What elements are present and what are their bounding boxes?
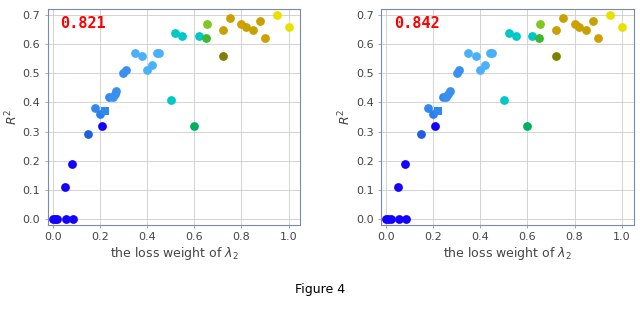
Point	[433, 109, 443, 114]
Point	[225, 16, 235, 21]
Point	[570, 22, 580, 27]
Point	[201, 36, 211, 41]
Point	[284, 24, 294, 29]
Point	[52, 216, 63, 221]
X-axis label: the loss weight of $\lambda_2$: the loss weight of $\lambda_2$	[443, 245, 572, 262]
Point	[401, 216, 411, 221]
Point	[487, 51, 497, 56]
Y-axis label: $R^2$: $R^2$	[337, 109, 353, 125]
Point	[194, 33, 204, 38]
Point	[111, 88, 122, 93]
Point	[470, 53, 481, 58]
Point	[97, 123, 108, 128]
Point	[152, 51, 162, 56]
Point	[522, 123, 532, 128]
Point	[241, 24, 252, 29]
Point	[61, 216, 71, 221]
Point	[95, 112, 105, 117]
Point	[527, 33, 538, 38]
Point	[617, 24, 627, 29]
Point	[189, 123, 200, 128]
Point	[463, 51, 474, 56]
Point	[202, 22, 212, 27]
Point	[454, 68, 464, 73]
Point	[588, 18, 598, 23]
Point	[170, 30, 180, 35]
Point	[581, 27, 591, 32]
Point	[444, 91, 454, 96]
Point	[166, 97, 176, 102]
X-axis label: the loss weight of $\lambda_2$: the loss weight of $\lambda_2$	[110, 245, 239, 262]
Point	[236, 22, 246, 27]
Point	[392, 184, 403, 189]
Point	[444, 88, 454, 93]
Point	[394, 216, 404, 221]
Point	[475, 68, 485, 73]
Point	[50, 216, 60, 221]
Text: Figure 4: Figure 4	[295, 283, 345, 296]
Point	[121, 68, 131, 73]
Point	[605, 13, 615, 18]
Point	[499, 97, 509, 102]
Point	[118, 71, 129, 76]
Point	[137, 53, 147, 58]
Point	[177, 33, 188, 38]
Point	[147, 62, 157, 67]
Point	[110, 91, 120, 96]
Point	[83, 132, 93, 137]
Point	[574, 24, 584, 29]
Point	[47, 216, 58, 221]
Point	[381, 216, 391, 221]
Point	[383, 216, 394, 221]
Point	[550, 53, 561, 58]
Point	[441, 94, 451, 99]
Point	[108, 94, 118, 99]
Point	[90, 106, 100, 111]
Point	[423, 106, 433, 111]
Point	[99, 109, 109, 114]
Point	[272, 13, 282, 18]
Point	[68, 216, 78, 221]
Point	[218, 53, 228, 58]
Point	[428, 112, 438, 117]
Point	[142, 68, 152, 73]
Point	[593, 36, 604, 41]
Point	[60, 184, 70, 189]
Text: 0.821: 0.821	[61, 16, 106, 31]
Y-axis label: $R^2$: $R^2$	[3, 109, 20, 125]
Point	[154, 51, 164, 56]
Point	[248, 27, 259, 32]
Point	[437, 94, 447, 99]
Point	[430, 123, 440, 128]
Point	[416, 132, 426, 137]
Point	[67, 161, 77, 166]
Point	[534, 36, 545, 41]
Point	[557, 16, 568, 21]
Point	[260, 36, 270, 41]
Point	[535, 22, 545, 27]
Point	[130, 51, 140, 56]
Point	[511, 33, 521, 38]
Point	[218, 27, 228, 32]
Point	[480, 62, 490, 67]
Point	[504, 30, 514, 35]
Point	[550, 27, 561, 32]
Point	[255, 18, 266, 23]
Point	[385, 216, 396, 221]
Text: 0.842: 0.842	[394, 16, 440, 31]
Point	[484, 51, 495, 56]
Point	[452, 71, 462, 76]
Point	[104, 94, 115, 99]
Point	[399, 161, 410, 166]
